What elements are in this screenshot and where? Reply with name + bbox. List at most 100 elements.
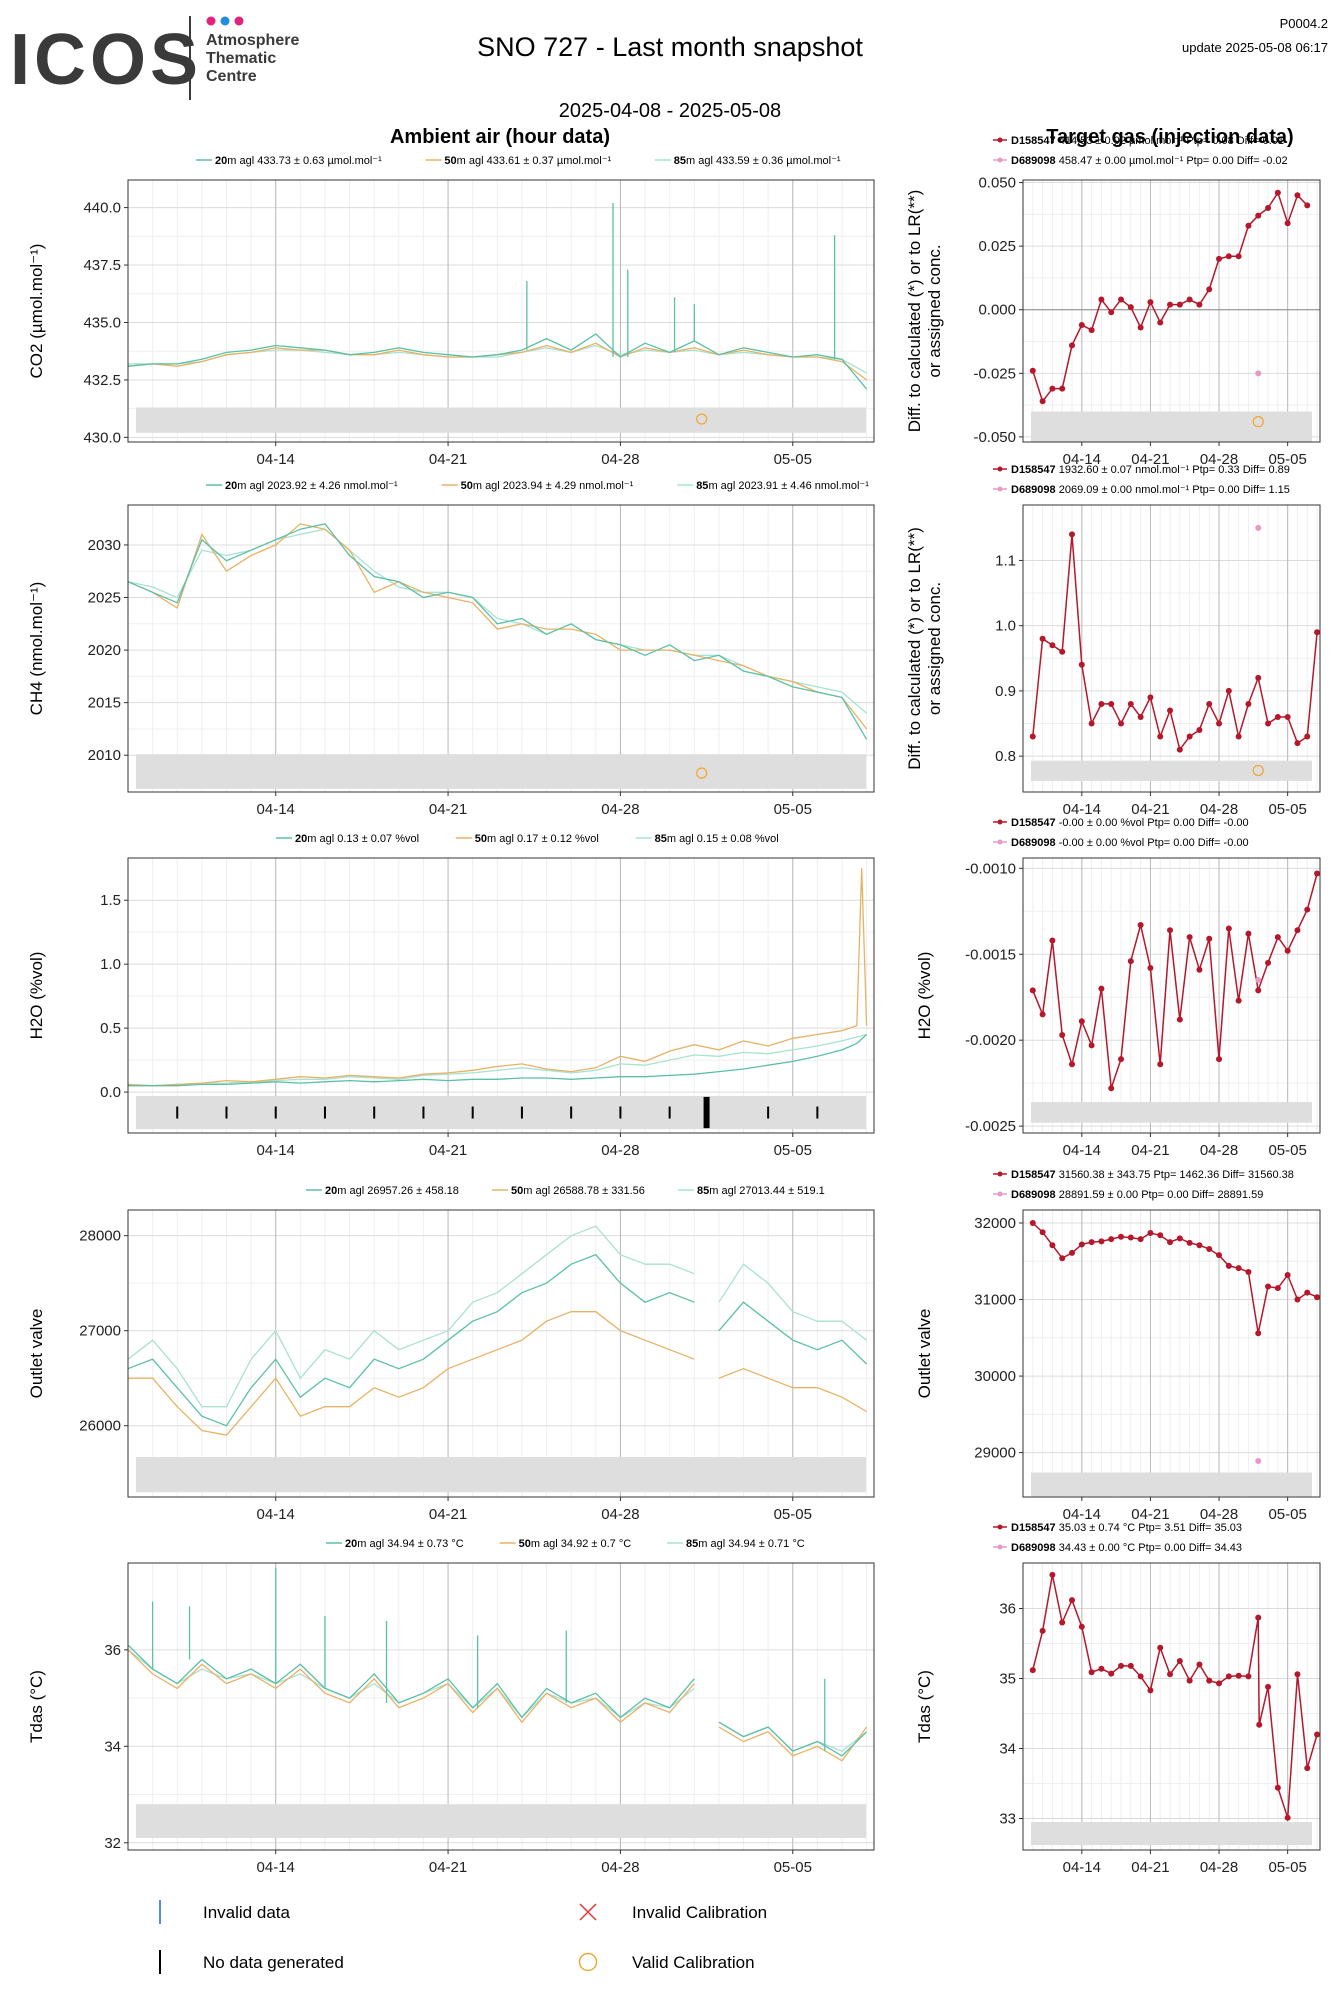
flag-band (136, 407, 866, 433)
series-point-D158547 (1176, 1235, 1183, 1242)
series-group (1029, 1571, 1320, 1821)
series-point-D158547 (1274, 189, 1281, 196)
single-point (1255, 1458, 1262, 1465)
series-point-D158547 (1294, 1671, 1301, 1678)
panel-h2o_target: -0.0025 -0.0020 -0.0015 -0.0010 04-14 04-21 04… (915, 817, 1321, 1159)
legend-entry-stats: m agl 0.17 ± 0.12 %vol (487, 833, 599, 845)
series-point-D158547 (1176, 1658, 1183, 1664)
y-tick-label: 33 (999, 1811, 1016, 1828)
series-point-D158547 (1314, 629, 1320, 636)
no-data-mark-thick (703, 1096, 710, 1129)
series-point-D158547 (1039, 1229, 1046, 1236)
y-axis-label: H2O (%vol) (27, 952, 46, 1040)
y-axis-label-line: or assigned conc. (925, 244, 944, 377)
y-tick-label: 0.000 (978, 302, 1016, 319)
legend-swatch-point (997, 1524, 1003, 1530)
legend-entry-stats: 35.03 ± 0.74 °C Ptp= 3.51 Diff= 35.03 (1056, 1522, 1242, 1534)
legend-entry-name: 85 (686, 1538, 698, 1550)
legend-entry: D158547 -0.00 ± 0.00 %vol Ptp= 0.00 Diff… (1011, 817, 1249, 829)
series-point-D158547 (1098, 700, 1105, 707)
legend-entry-name: D689098 (1011, 155, 1056, 167)
series-group (1029, 1220, 1320, 1465)
legend-entry-name: 85 (655, 833, 667, 845)
series-point-D158547 (1225, 1673, 1232, 1680)
logo-dot-blue (220, 16, 230, 26)
y-tick-label: -0.025 (973, 365, 1016, 382)
series-point-D158547 (1225, 253, 1232, 260)
legend-entry-name: 85 (674, 155, 686, 167)
legend-entry-name: D158547 (1011, 817, 1056, 829)
legend-entry-name: 85 (696, 480, 708, 492)
series-point-D158547 (1186, 733, 1193, 740)
plot-background (128, 1563, 874, 1850)
legend-entry-name: D158547 (1011, 135, 1056, 147)
legend-entry-name: 20 (225, 480, 237, 492)
logo-sub-3: Centre (206, 68, 257, 85)
plot-frame (1022, 1209, 1321, 1498)
series-point-D158547 (1147, 299, 1154, 306)
legend-entry-stats: -0.00 ± 0.00 %vol Ptp= 0.00 Diff= -0.00 (1056, 817, 1249, 829)
invalid-data-label: Invalid data (203, 1903, 290, 1922)
legend-entry-stats: m agl 433.61 ± 0.37 µmol.mol⁻¹ (457, 155, 612, 167)
legend-entry: 20m agl 26957.26 ± 458.18 (325, 1185, 459, 1197)
series-point-D158547 (1265, 720, 1272, 727)
series-point-D158547 (1078, 321, 1085, 328)
x-tick-label: 04-28 (1200, 1859, 1238, 1876)
legend-entry: 85m agl 27013.44 ± 519.1 (697, 1185, 825, 1197)
x-tick-label: 05-05 (1268, 1142, 1306, 1159)
series-point-D158547 (1078, 661, 1085, 668)
legend-entry: 20m agl 34.94 ± 0.73 °C (345, 1538, 464, 1550)
legend-swatch-point (997, 137, 1003, 143)
legend-swatch-point (997, 157, 1003, 163)
plot-frame (1022, 857, 1321, 1134)
legend-entry: D689098 28891.59 ± 0.00 Ptp= 0.00 Diff= … (1011, 1189, 1263, 1201)
legend-swatch-point (997, 839, 1003, 845)
x-tick-label: 04-21 (1131, 451, 1169, 468)
legend-entry: D689098 34.43 ± 0.00 °C Ptp= 0.00 Diff= … (1011, 1542, 1242, 1554)
series-point-D158547 (1029, 367, 1036, 374)
x-tick-label: 04-14 (1063, 451, 1101, 468)
series-point-D158547 (1274, 713, 1281, 720)
x-tick-label: 04-21 (1131, 801, 1169, 818)
x-tick-label: 05-05 (774, 451, 812, 468)
series-point-D158547 (1049, 1242, 1056, 1249)
series-point-D158547 (1157, 733, 1164, 740)
x-tick-label: 04-14 (257, 801, 295, 818)
legend-entry-stats: m agl 34.94 ± 0.71 °C (698, 1538, 804, 1550)
plot-background (1023, 180, 1320, 442)
flag-band (136, 1457, 866, 1493)
y-tick-label: 0.8 (995, 748, 1016, 765)
series-point-D158547 (1069, 531, 1076, 538)
series-group (1029, 189, 1311, 428)
plot-frame (1022, 504, 1321, 793)
series-point-D158547 (1235, 733, 1242, 740)
series-point-D158547 (1147, 1229, 1154, 1236)
series-point-D158547 (1294, 1296, 1301, 1303)
series-point-D158547 (1127, 700, 1134, 707)
flag-band (136, 1095, 866, 1130)
series-point-D158547 (1039, 1011, 1046, 1018)
plot-background (1023, 858, 1320, 1133)
series-point-D158547 (1304, 906, 1311, 913)
y-tick-label: -0.050 (973, 429, 1016, 446)
series-point-D158547 (1245, 222, 1252, 229)
series-point-D158547 (1127, 1662, 1134, 1669)
x-tick-label: 04-21 (429, 801, 467, 818)
series-point-D158547 (1304, 733, 1311, 740)
series-point-D158547 (1127, 304, 1134, 311)
series-point-D158547 (1167, 301, 1174, 308)
logo-dot-pink (206, 16, 216, 26)
legend-entry: D158547 31560.38 ± 343.75 Ptp= 1462.36 D… (1011, 1169, 1294, 1181)
series-point-D158547 (1176, 301, 1183, 308)
panel-h2o_ambient: 0.0 0.5 1.0 1.5 04-14 04-21 04-28 05-05 H2O (%vo… (27, 833, 875, 1159)
y-tick-label: 35 (999, 1671, 1016, 1688)
series-point-D158547 (1049, 937, 1056, 944)
series-point-D158547 (1137, 324, 1144, 331)
series-point-D158547 (1157, 1644, 1164, 1651)
series-point-D158547 (1225, 1262, 1232, 1269)
series-point-D158547 (1029, 1667, 1036, 1674)
series-point-D158547 (1314, 870, 1320, 877)
series-point-D158547 (1167, 1239, 1174, 1246)
series-point-D158547 (1314, 1294, 1320, 1301)
valid-calibration-icon (578, 1952, 598, 1972)
